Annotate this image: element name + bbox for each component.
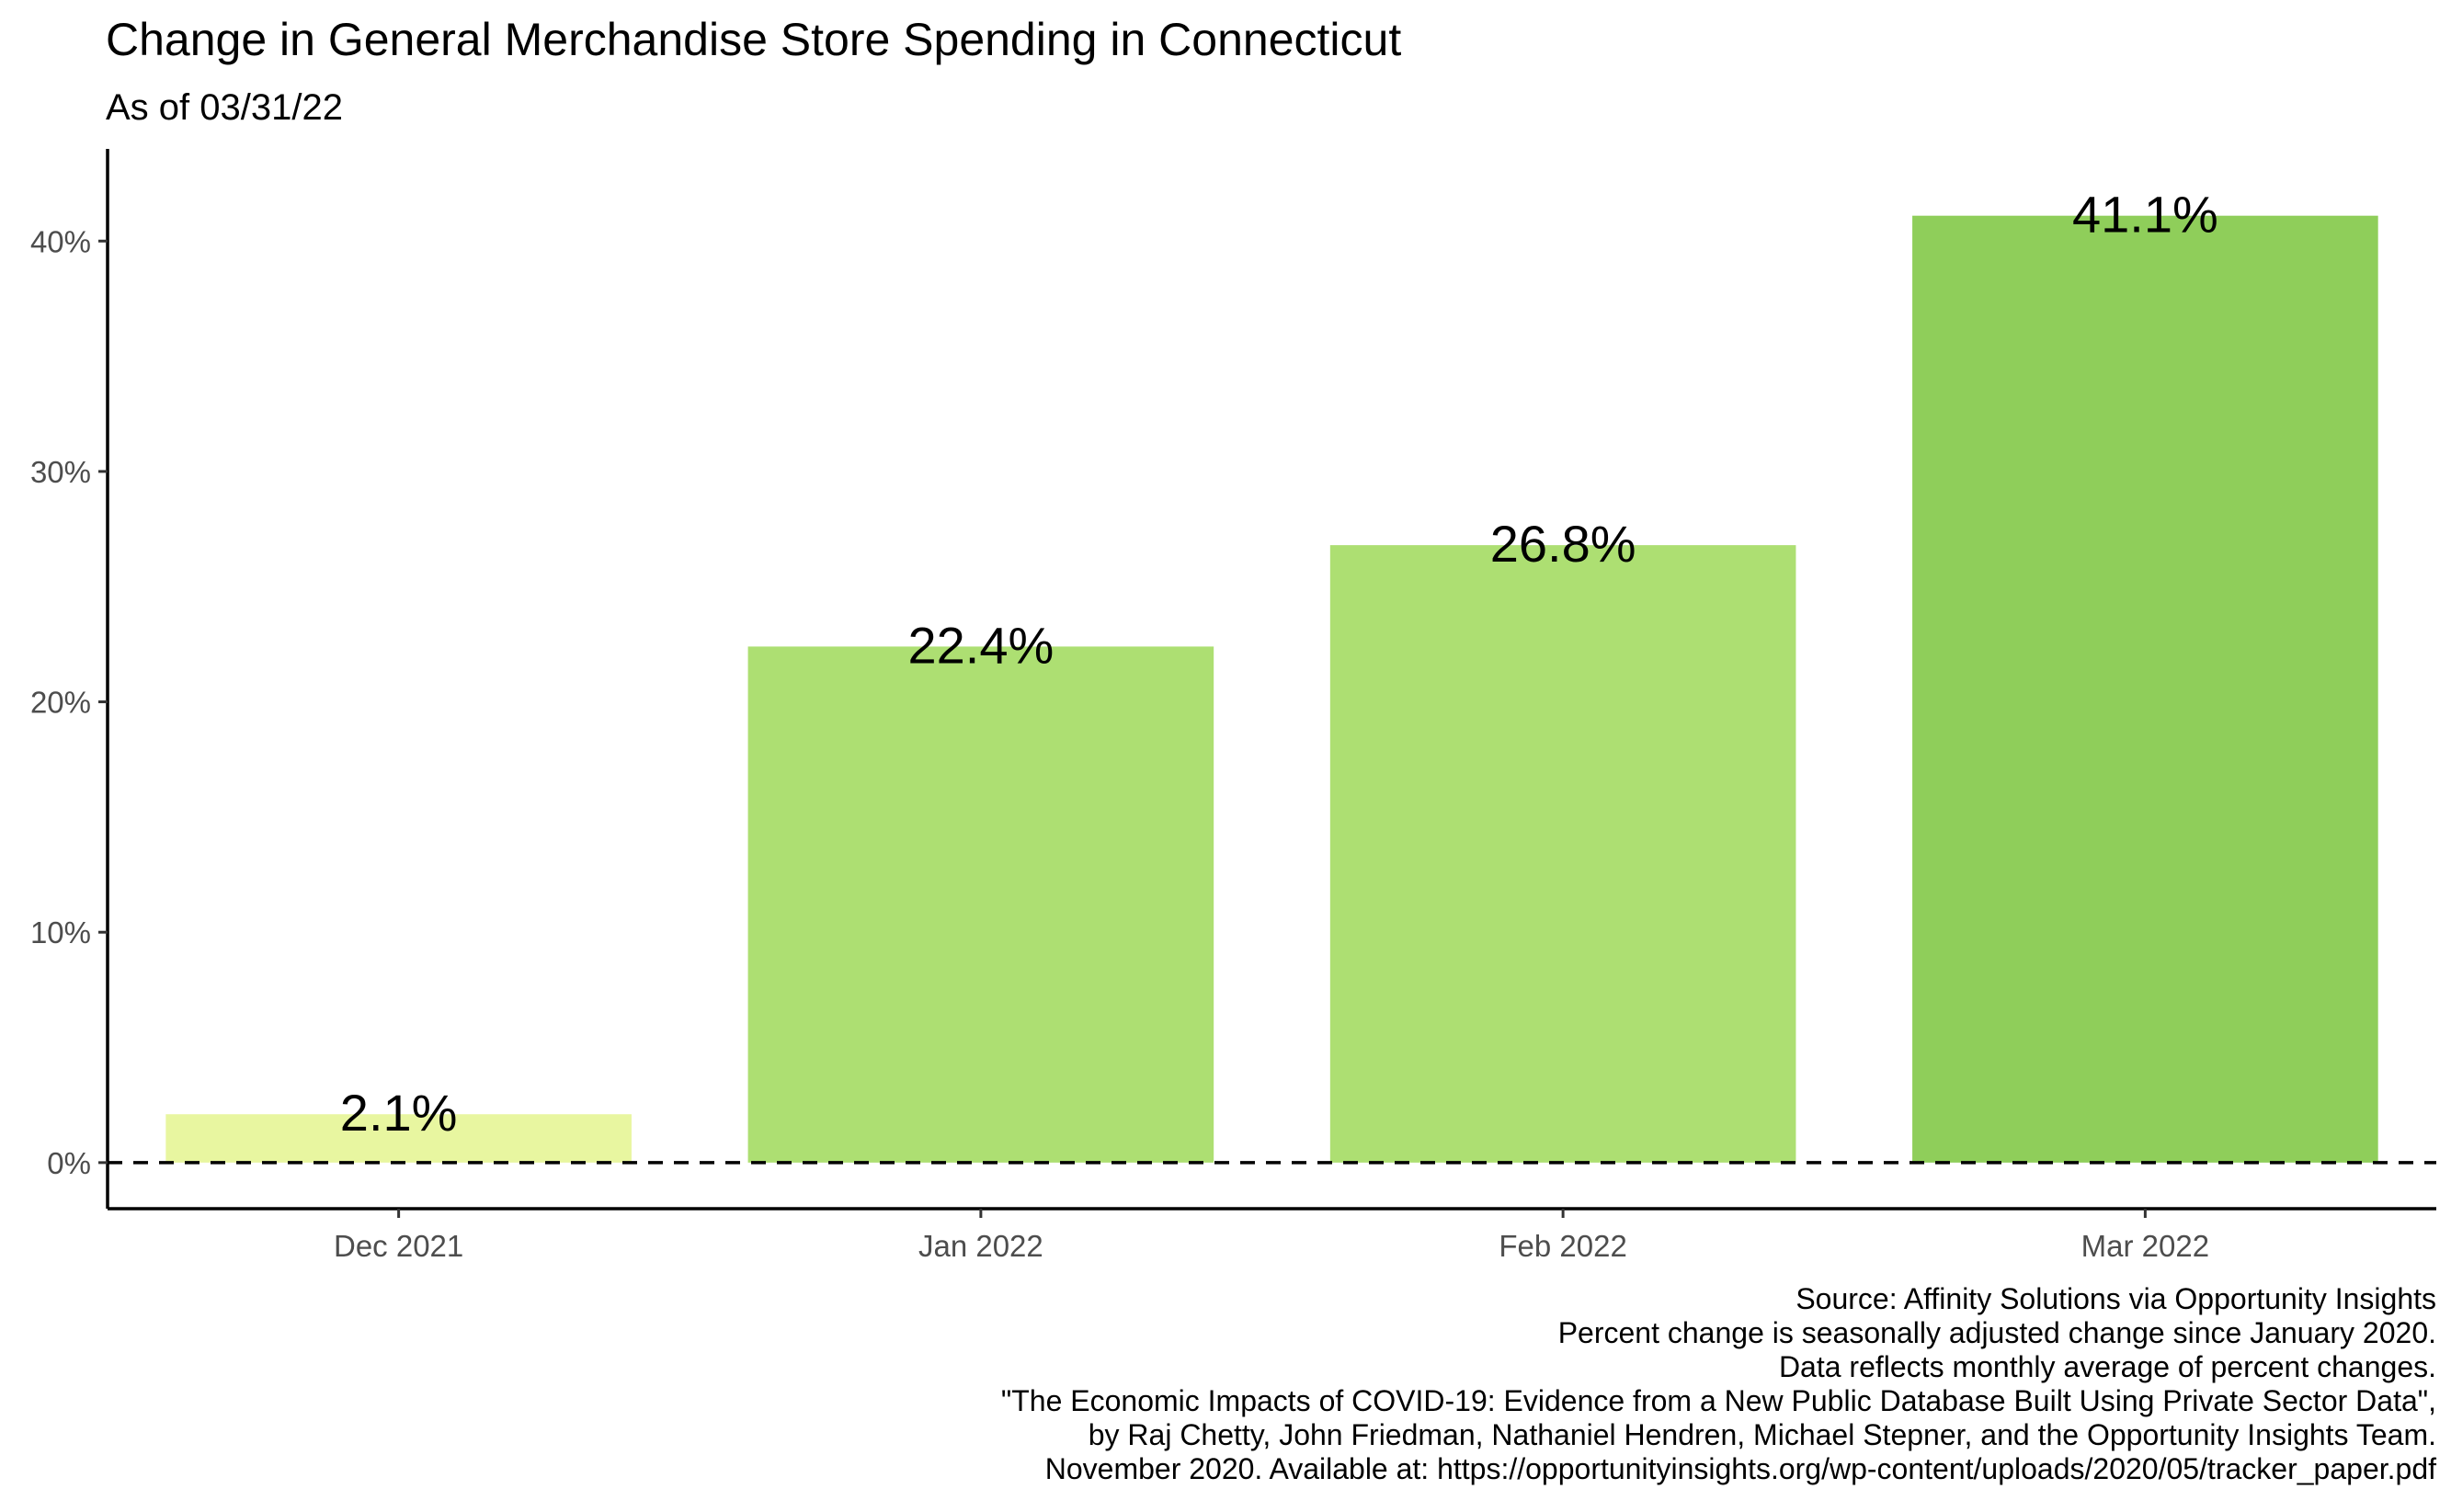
data-label: 2.1% [340, 1084, 458, 1142]
data-label: 22.4% [907, 616, 1054, 674]
caption-line: November 2020. Available at: https://opp… [1045, 1452, 2436, 1485]
bar [1912, 215, 2378, 1163]
y-tick-label: 20% [30, 686, 91, 720]
caption-line: "The Economic Impacts of COVID-19: Evide… [1001, 1384, 2436, 1417]
x-tick-label: Feb 2022 [1499, 1229, 1626, 1263]
caption-line: Source: Affinity Solutions via Opportuni… [1796, 1282, 2436, 1315]
x-tick-label: Dec 2021 [334, 1229, 463, 1263]
y-tick-label: 0% [47, 1146, 91, 1180]
x-tick-label: Jan 2022 [918, 1229, 1043, 1263]
y-tick-label: 40% [30, 224, 91, 258]
bar [1329, 545, 1796, 1163]
plot-area: 2.1% 22.4% 26.8% 41.1% 0% 10% 20% 30% 40% Dec 202… [30, 149, 2436, 1263]
caption-line: Percent change is seasonally adjusted ch… [1558, 1316, 2436, 1349]
chart-title: Change in General Merchandise Store Spen… [106, 14, 1401, 65]
x-tick-label: Mar 2022 [2081, 1229, 2209, 1263]
y-tick-label: 30% [30, 455, 91, 489]
data-label: 26.8% [1490, 515, 1636, 573]
bar [747, 646, 1214, 1163]
bar [165, 1114, 632, 1163]
y-tick-label: 10% [30, 915, 91, 949]
caption-line: Data reflects monthly average of percent… [1779, 1350, 2436, 1383]
data-label: 41.1% [2072, 186, 2218, 244]
chart-subtitle: As of 03/31/22 [106, 87, 343, 128]
chart-caption: Source: Affinity Solutions via Opportuni… [1001, 1282, 2436, 1485]
caption-line: by Raj Chetty, John Friedman, Nathaniel … [1089, 1418, 2436, 1451]
